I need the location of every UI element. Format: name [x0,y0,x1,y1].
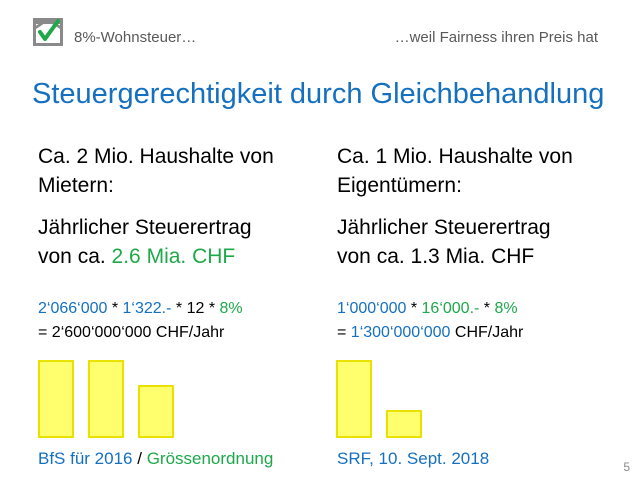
left-source: BfS für 2016 / Grössenordnung [38,449,273,469]
right-households-line2: Eigentümern: [337,174,462,197]
left-source-part2: Grössenordnung [146,449,274,468]
left-formula-result: = 2‘600‘000‘000 CHF/Jahr [38,324,225,341]
header-right-text: …weil Fairness ihren Preis hat [394,29,598,46]
left-yield-line1: Jährlicher Steuerertrag [38,216,252,239]
right-result-suffix: CHF/Jahr [450,324,524,341]
header-left-text: 8%-Wohnsteuer… [74,29,197,46]
left-formula: 2‘066‘000 * 1‘322.- * 12 * 8% = 2‘600‘00… [38,297,243,345]
left-formula-rent: 1‘322.- [122,300,172,317]
left-bar-2 [88,360,124,438]
right-formula-op2: * [479,300,495,317]
left-source-sep: / [132,449,147,468]
left-households-text: Ca. 2 Mio. Haushalte von Mietern: [38,142,274,200]
left-source-part1: BfS für 2016 [38,449,133,468]
left-bar-3 [138,385,174,438]
right-bar-1 [336,360,372,438]
left-formula-op1: * [107,300,123,317]
right-result-value: 1‘300‘000‘000 [350,324,451,341]
left-yield-value: 2.6 Mia. CHF [111,245,236,268]
right-formula-rate: 8% [494,300,518,317]
right-households-line1: Ca. 1 Mio. Haushalte von [337,145,573,168]
left-households-line2: Mietern: [38,174,114,197]
right-formula-value: 16‘000.- [421,300,480,317]
left-formula-rate: 8% [219,300,243,317]
left-formula-line: 2‘066‘000 * 1‘322.- * 12 * 8% [38,297,243,321]
right-yield-line1: Jährlicher Steuerertrag [337,216,551,239]
left-yield-line2: von ca. 2.6 Mia. CHF [38,242,252,271]
left-households-line1: Ca. 2 Mio. Haushalte von [38,145,274,168]
right-result-prefix: = [337,324,351,341]
left-yield-text: Jährlicher Steuerertrag von ca. 2.6 Mia.… [38,213,252,271]
right-households-text: Ca. 1 Mio. Haushalte von Eigentümern: [337,142,573,200]
left-yield-prefix: von ca. [38,245,112,268]
left-bar-1 [38,360,74,438]
right-source: SRF, 10. Sept. 2018 [337,449,490,468]
left-formula-households: 2‘066‘000 [38,300,108,317]
right-formula: 1‘000‘000 * 16‘000.- * 8% = 1‘300‘000‘00… [337,297,523,345]
right-formula-op1: * [406,300,422,317]
right-yield-line2: von ca. 1.3 Mia. CHF [337,245,535,268]
left-formula-op2: * 12 * [171,300,220,317]
right-formula-result: = 1‘300‘000‘000 CHF/Jahr [337,321,523,345]
page-number: 5 [623,460,630,474]
slide-title: Steuergerechtigkeit durch Gleichbehandlu… [32,78,605,110]
right-bar-2 [386,410,422,438]
right-formula-households: 1‘000‘000 [337,300,407,317]
right-yield-text: Jährlicher Steuerertrag von ca. 1.3 Mia.… [337,213,551,271]
right-formula-line: 1‘000‘000 * 16‘000.- * 8% [337,297,523,321]
house-checkmark-icon [33,18,63,46]
